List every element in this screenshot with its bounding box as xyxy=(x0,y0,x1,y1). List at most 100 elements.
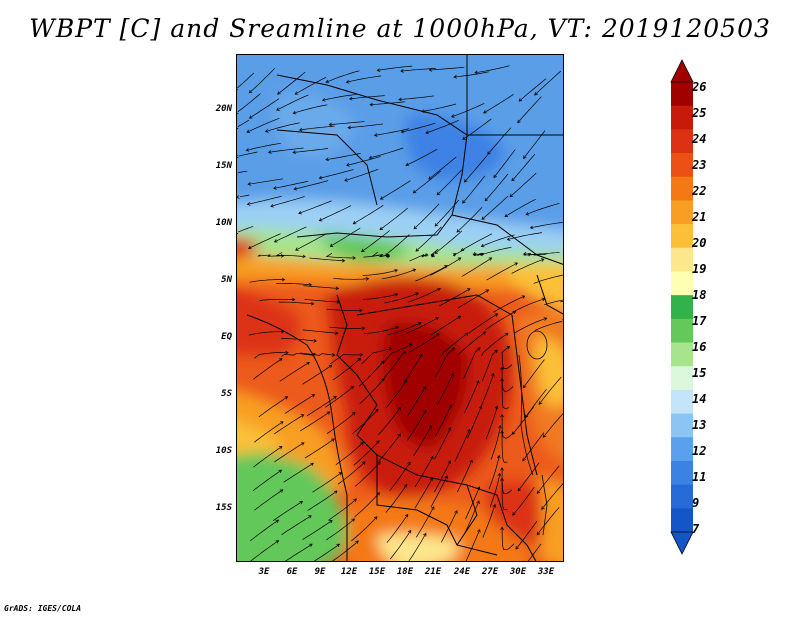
streamline xyxy=(277,71,306,95)
streamline-arrow xyxy=(395,325,400,330)
streamline xyxy=(370,101,406,106)
streamline xyxy=(434,427,451,460)
streamline xyxy=(250,540,279,561)
streamline xyxy=(383,351,407,379)
streamline xyxy=(385,484,408,513)
streamline xyxy=(485,406,498,440)
streamline-arrow xyxy=(412,189,417,194)
streamline xyxy=(326,518,355,541)
streamline xyxy=(536,507,560,536)
colorbar-segment xyxy=(671,129,693,154)
streamline xyxy=(258,396,288,418)
streamline-arrow xyxy=(417,321,422,326)
streamline-arrow xyxy=(529,225,534,230)
streamline xyxy=(298,200,332,214)
streamline-arrow xyxy=(398,97,402,102)
streamline-arrow xyxy=(334,490,338,494)
streamline xyxy=(329,326,365,329)
streamline xyxy=(325,70,360,83)
streamline-arrow xyxy=(419,353,423,358)
streamline xyxy=(514,317,547,334)
streamline-arrow xyxy=(462,200,466,204)
streamline-arrow xyxy=(435,317,439,321)
streamline-arrow xyxy=(359,352,364,357)
streamline xyxy=(385,379,408,409)
streamline-arrow xyxy=(341,258,346,263)
streamline-arrow xyxy=(368,155,373,160)
streamline xyxy=(400,67,437,72)
streamline-arrow xyxy=(325,157,329,162)
streamline-arrow xyxy=(482,331,487,335)
streamline-arrow xyxy=(521,295,526,299)
streamline xyxy=(501,367,514,393)
streamline-arrow xyxy=(299,501,304,505)
streamline xyxy=(326,412,356,434)
streamline-arrow xyxy=(450,372,454,377)
streamline-arrow xyxy=(276,107,280,111)
streamline xyxy=(348,123,384,129)
streamline-arrow xyxy=(292,110,297,115)
streamline-arrow xyxy=(487,151,491,155)
streamline-arrow xyxy=(400,129,405,134)
streamlines xyxy=(237,65,563,561)
streamline-arrow xyxy=(362,461,366,465)
streamline-arrow xyxy=(504,332,509,337)
colorbar-segment xyxy=(671,460,693,486)
colorbar-segment xyxy=(671,82,693,107)
streamline xyxy=(253,446,283,468)
streamline xyxy=(435,347,455,378)
colorbar-segment xyxy=(671,295,693,320)
streamline-arrow xyxy=(321,97,326,102)
streamline xyxy=(517,462,540,492)
streamline xyxy=(465,486,480,520)
streamline-arrow xyxy=(500,430,504,434)
streamline-arrow xyxy=(278,469,283,474)
streamline xyxy=(237,93,261,112)
streamline-arrow xyxy=(336,543,340,548)
streamline xyxy=(517,96,542,123)
streamline xyxy=(458,331,486,355)
streamline xyxy=(246,117,280,133)
streamline-arrow xyxy=(474,70,478,75)
streamline xyxy=(434,460,451,493)
streamline xyxy=(248,178,283,185)
streamline-arrow xyxy=(397,433,401,437)
streamline-arrow xyxy=(344,178,348,182)
lon-label-27e: 27E xyxy=(481,567,499,577)
colorbar-label-21: 21 xyxy=(692,210,707,224)
streamline xyxy=(401,122,436,133)
streamline-arrow xyxy=(485,289,490,293)
streamline-arrow xyxy=(403,350,407,355)
streamline xyxy=(335,442,364,465)
streamline xyxy=(237,170,248,173)
streamline xyxy=(238,151,258,157)
streamline-arrow xyxy=(404,379,408,384)
streamline xyxy=(252,469,282,492)
streamline-arrow xyxy=(329,243,334,247)
streamline xyxy=(388,322,422,336)
streamline-arrow xyxy=(424,253,429,257)
streamline xyxy=(474,65,510,74)
streamline xyxy=(390,530,412,560)
streamline xyxy=(458,289,489,309)
streamline xyxy=(274,414,304,435)
colorbar-label-13: 13 xyxy=(692,418,707,432)
colorbar-segment xyxy=(671,200,693,225)
streamline xyxy=(501,378,509,410)
lon-label-6e: 6E xyxy=(286,567,298,577)
streamline-arrow xyxy=(331,353,336,357)
streamline xyxy=(525,203,560,215)
streamline xyxy=(436,169,463,196)
streamline xyxy=(560,301,563,303)
streamline-arrow xyxy=(407,529,412,534)
streamline-arrow xyxy=(352,220,357,225)
streamline xyxy=(313,543,340,561)
streamline xyxy=(299,125,335,131)
streamline xyxy=(293,104,328,114)
streamline xyxy=(464,500,480,534)
streamline xyxy=(511,153,536,182)
streamline xyxy=(435,404,452,437)
streamline xyxy=(465,529,481,561)
streamline xyxy=(325,252,356,259)
streamline xyxy=(534,321,563,331)
